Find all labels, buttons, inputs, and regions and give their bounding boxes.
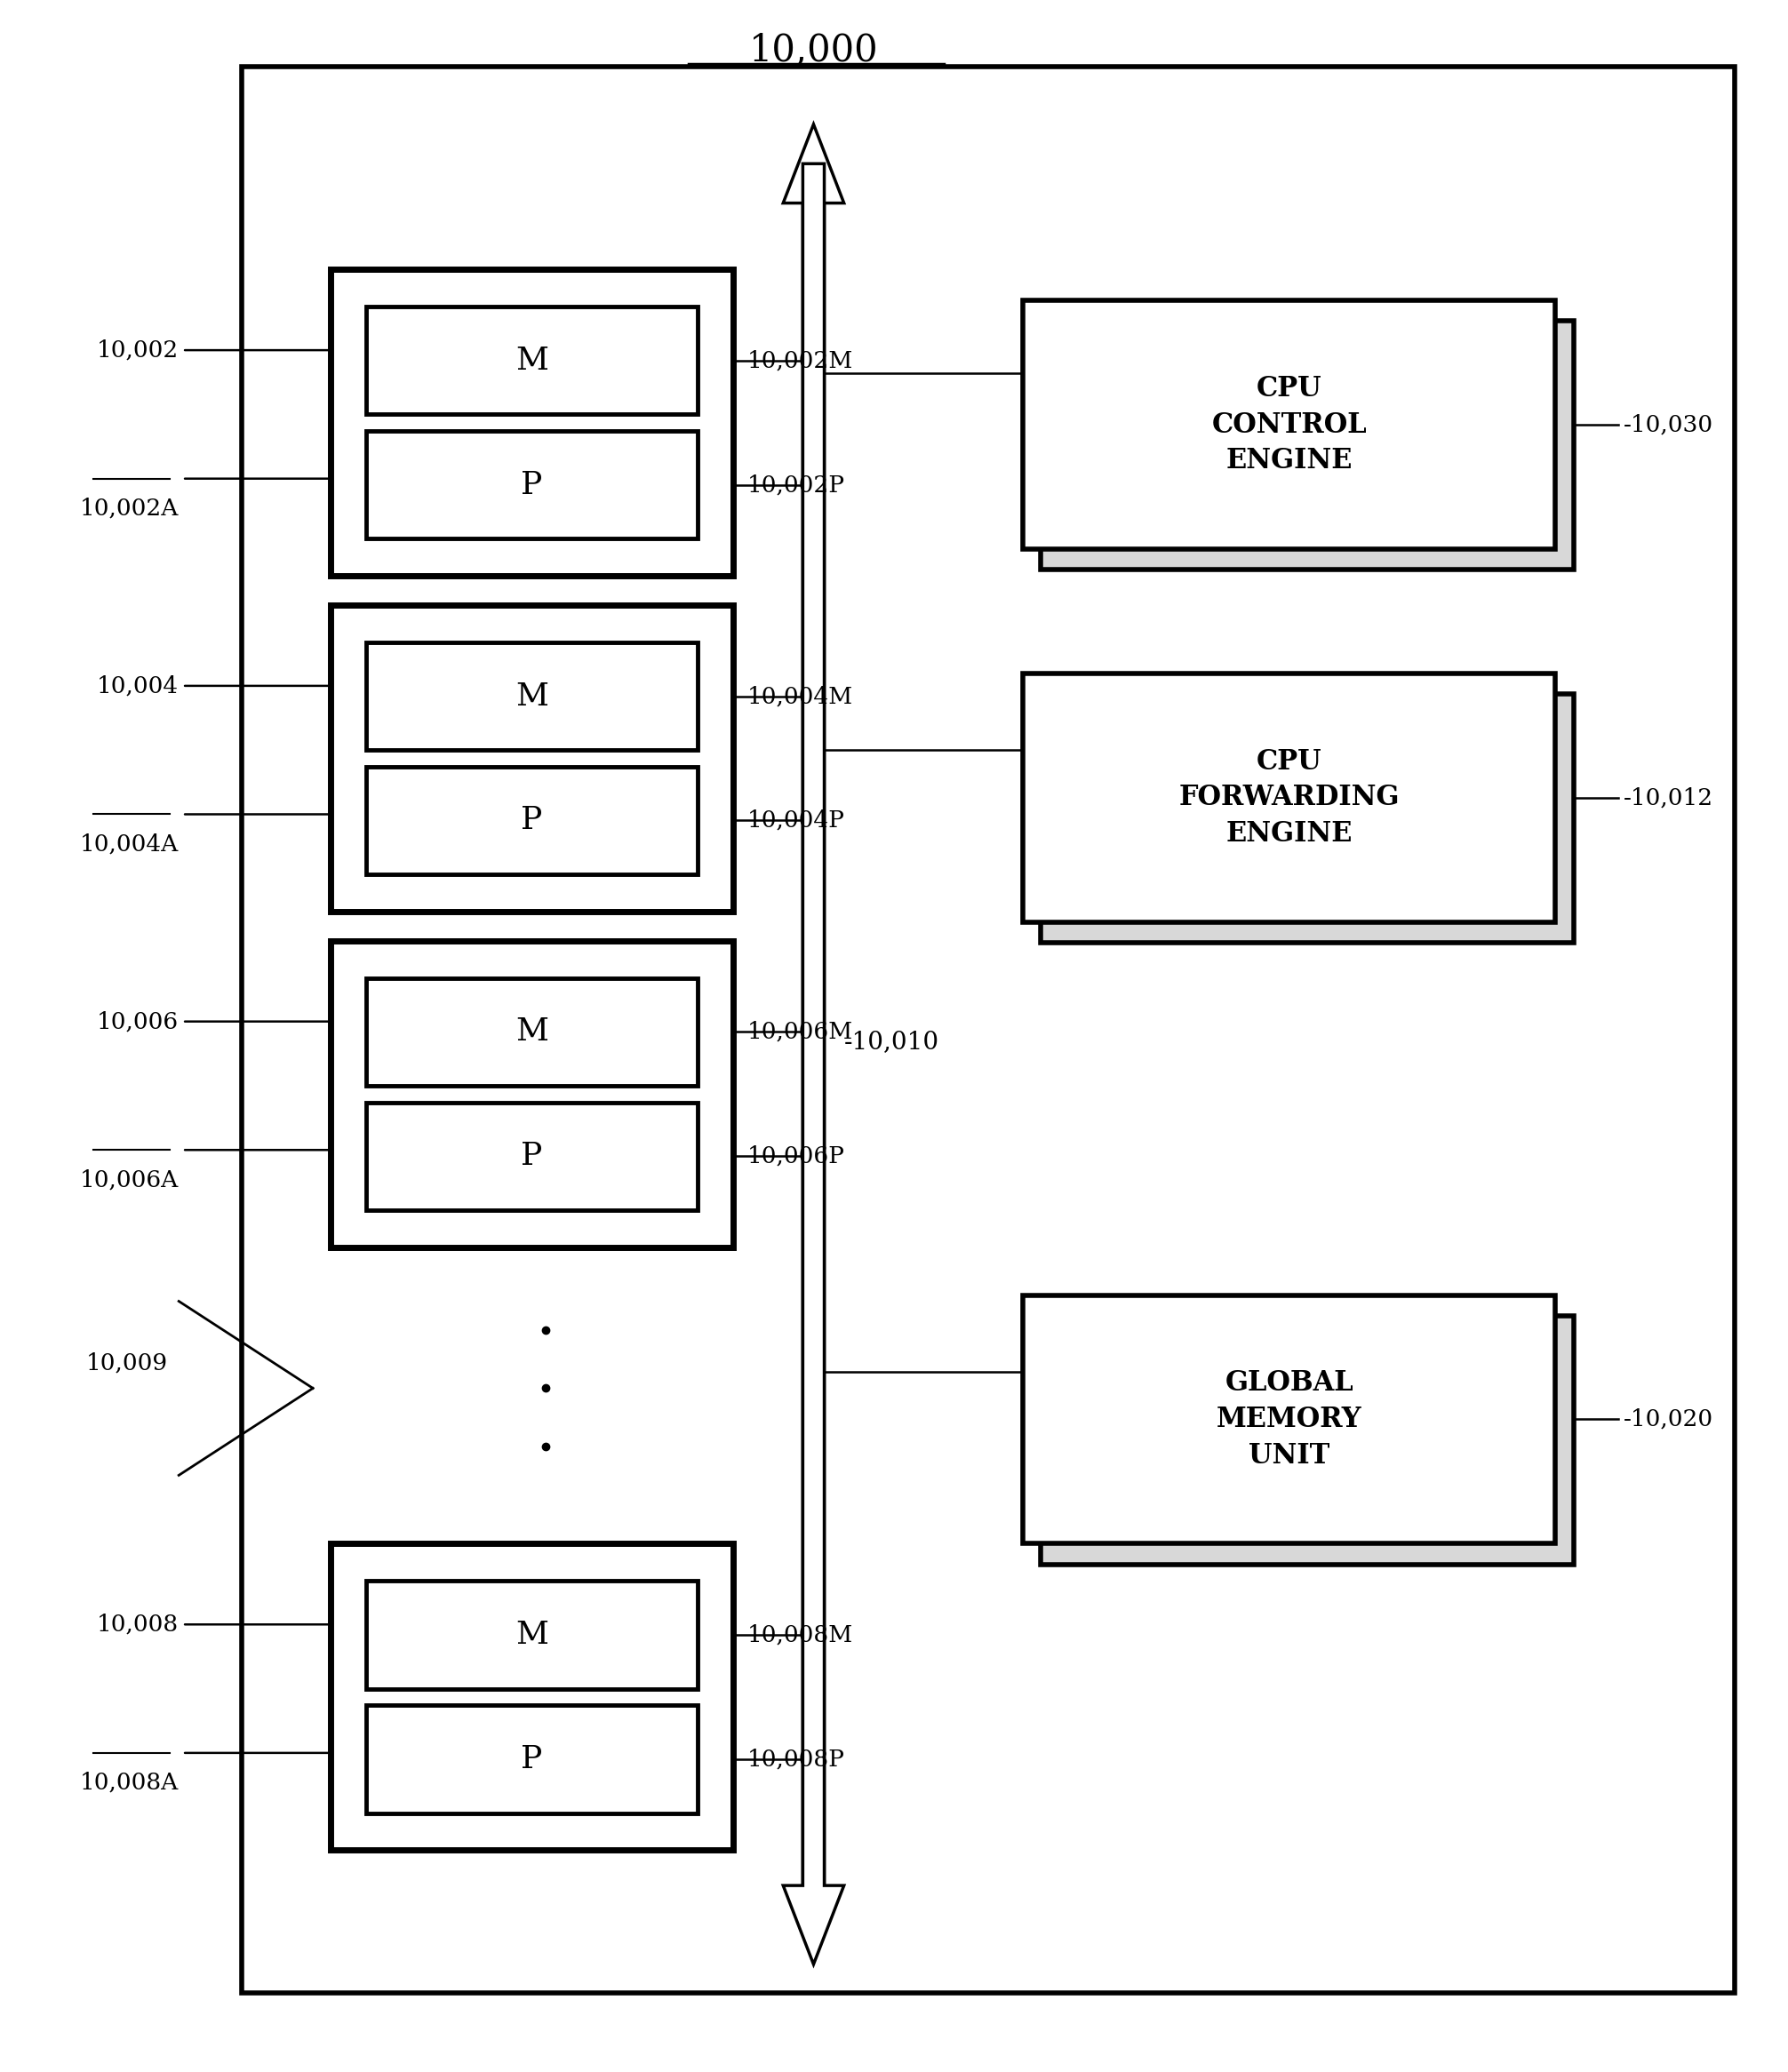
Text: 10,000: 10,000	[749, 31, 878, 68]
Bar	[367, 1581, 697, 1689]
Bar	[331, 1544, 733, 1850]
Bar	[1023, 300, 1556, 549]
Text: -10,030: -10,030	[1624, 414, 1713, 435]
Text: P: P	[520, 1745, 544, 1774]
Text: CPU
CONTROL
ENGINE: CPU CONTROL ENGINE	[1212, 375, 1366, 474]
Text: 10,002A: 10,002A	[80, 497, 179, 520]
Bar	[367, 767, 697, 874]
Bar	[331, 269, 733, 576]
Text: -10,020: -10,020	[1624, 1409, 1713, 1430]
Text: M: M	[515, 346, 549, 375]
Bar	[241, 66, 1734, 1993]
Bar	[367, 307, 697, 414]
Bar	[367, 1705, 697, 1813]
Bar	[1023, 1295, 1556, 1544]
Text: M: M	[515, 1620, 549, 1649]
Text: 10,008M: 10,008M	[747, 1624, 853, 1645]
Text: CPU
FORWARDING
ENGINE: CPU FORWARDING ENGINE	[1178, 748, 1400, 847]
Text: 10,002: 10,002	[97, 340, 179, 361]
Text: 10,002M: 10,002M	[747, 350, 853, 371]
Bar	[331, 605, 733, 912]
Polygon shape	[783, 164, 844, 1964]
Bar	[1041, 1316, 1573, 1564]
Text: M: M	[515, 1017, 549, 1046]
Bar	[331, 941, 733, 1247]
Text: P: P	[520, 470, 544, 499]
Bar	[1041, 694, 1573, 943]
Text: 10,008P: 10,008P	[747, 1749, 846, 1769]
Text: M: M	[515, 682, 549, 711]
Text: P: P	[520, 806, 544, 835]
Text: 10,002P: 10,002P	[747, 474, 846, 495]
Text: GLOBAL
MEMORY
UNIT: GLOBAL MEMORY UNIT	[1216, 1370, 1362, 1469]
Bar	[367, 978, 697, 1086]
Text: 10,009: 10,009	[86, 1353, 168, 1374]
Text: 10,004: 10,004	[97, 675, 179, 696]
Text: 10,004M: 10,004M	[747, 686, 853, 707]
Bar	[367, 642, 697, 750]
Text: 10,006M: 10,006M	[747, 1021, 853, 1042]
Text: 10,008: 10,008	[97, 1614, 179, 1635]
Text: 10,006P: 10,006P	[747, 1146, 846, 1167]
Bar	[367, 431, 697, 539]
Text: 10,004P: 10,004P	[747, 810, 846, 831]
Bar	[1023, 673, 1556, 922]
Text: 10,004A: 10,004A	[80, 833, 179, 856]
Text: 10,008A: 10,008A	[80, 1772, 179, 1794]
Bar	[1041, 321, 1573, 570]
Text: 10,006: 10,006	[97, 1011, 179, 1032]
Text: -10,012: -10,012	[1624, 787, 1713, 808]
Bar	[367, 1102, 697, 1210]
Text: 10,006A: 10,006A	[80, 1169, 179, 1191]
Text: P: P	[520, 1142, 544, 1171]
Text: -10,010: -10,010	[844, 1030, 939, 1055]
Polygon shape	[783, 124, 844, 1925]
